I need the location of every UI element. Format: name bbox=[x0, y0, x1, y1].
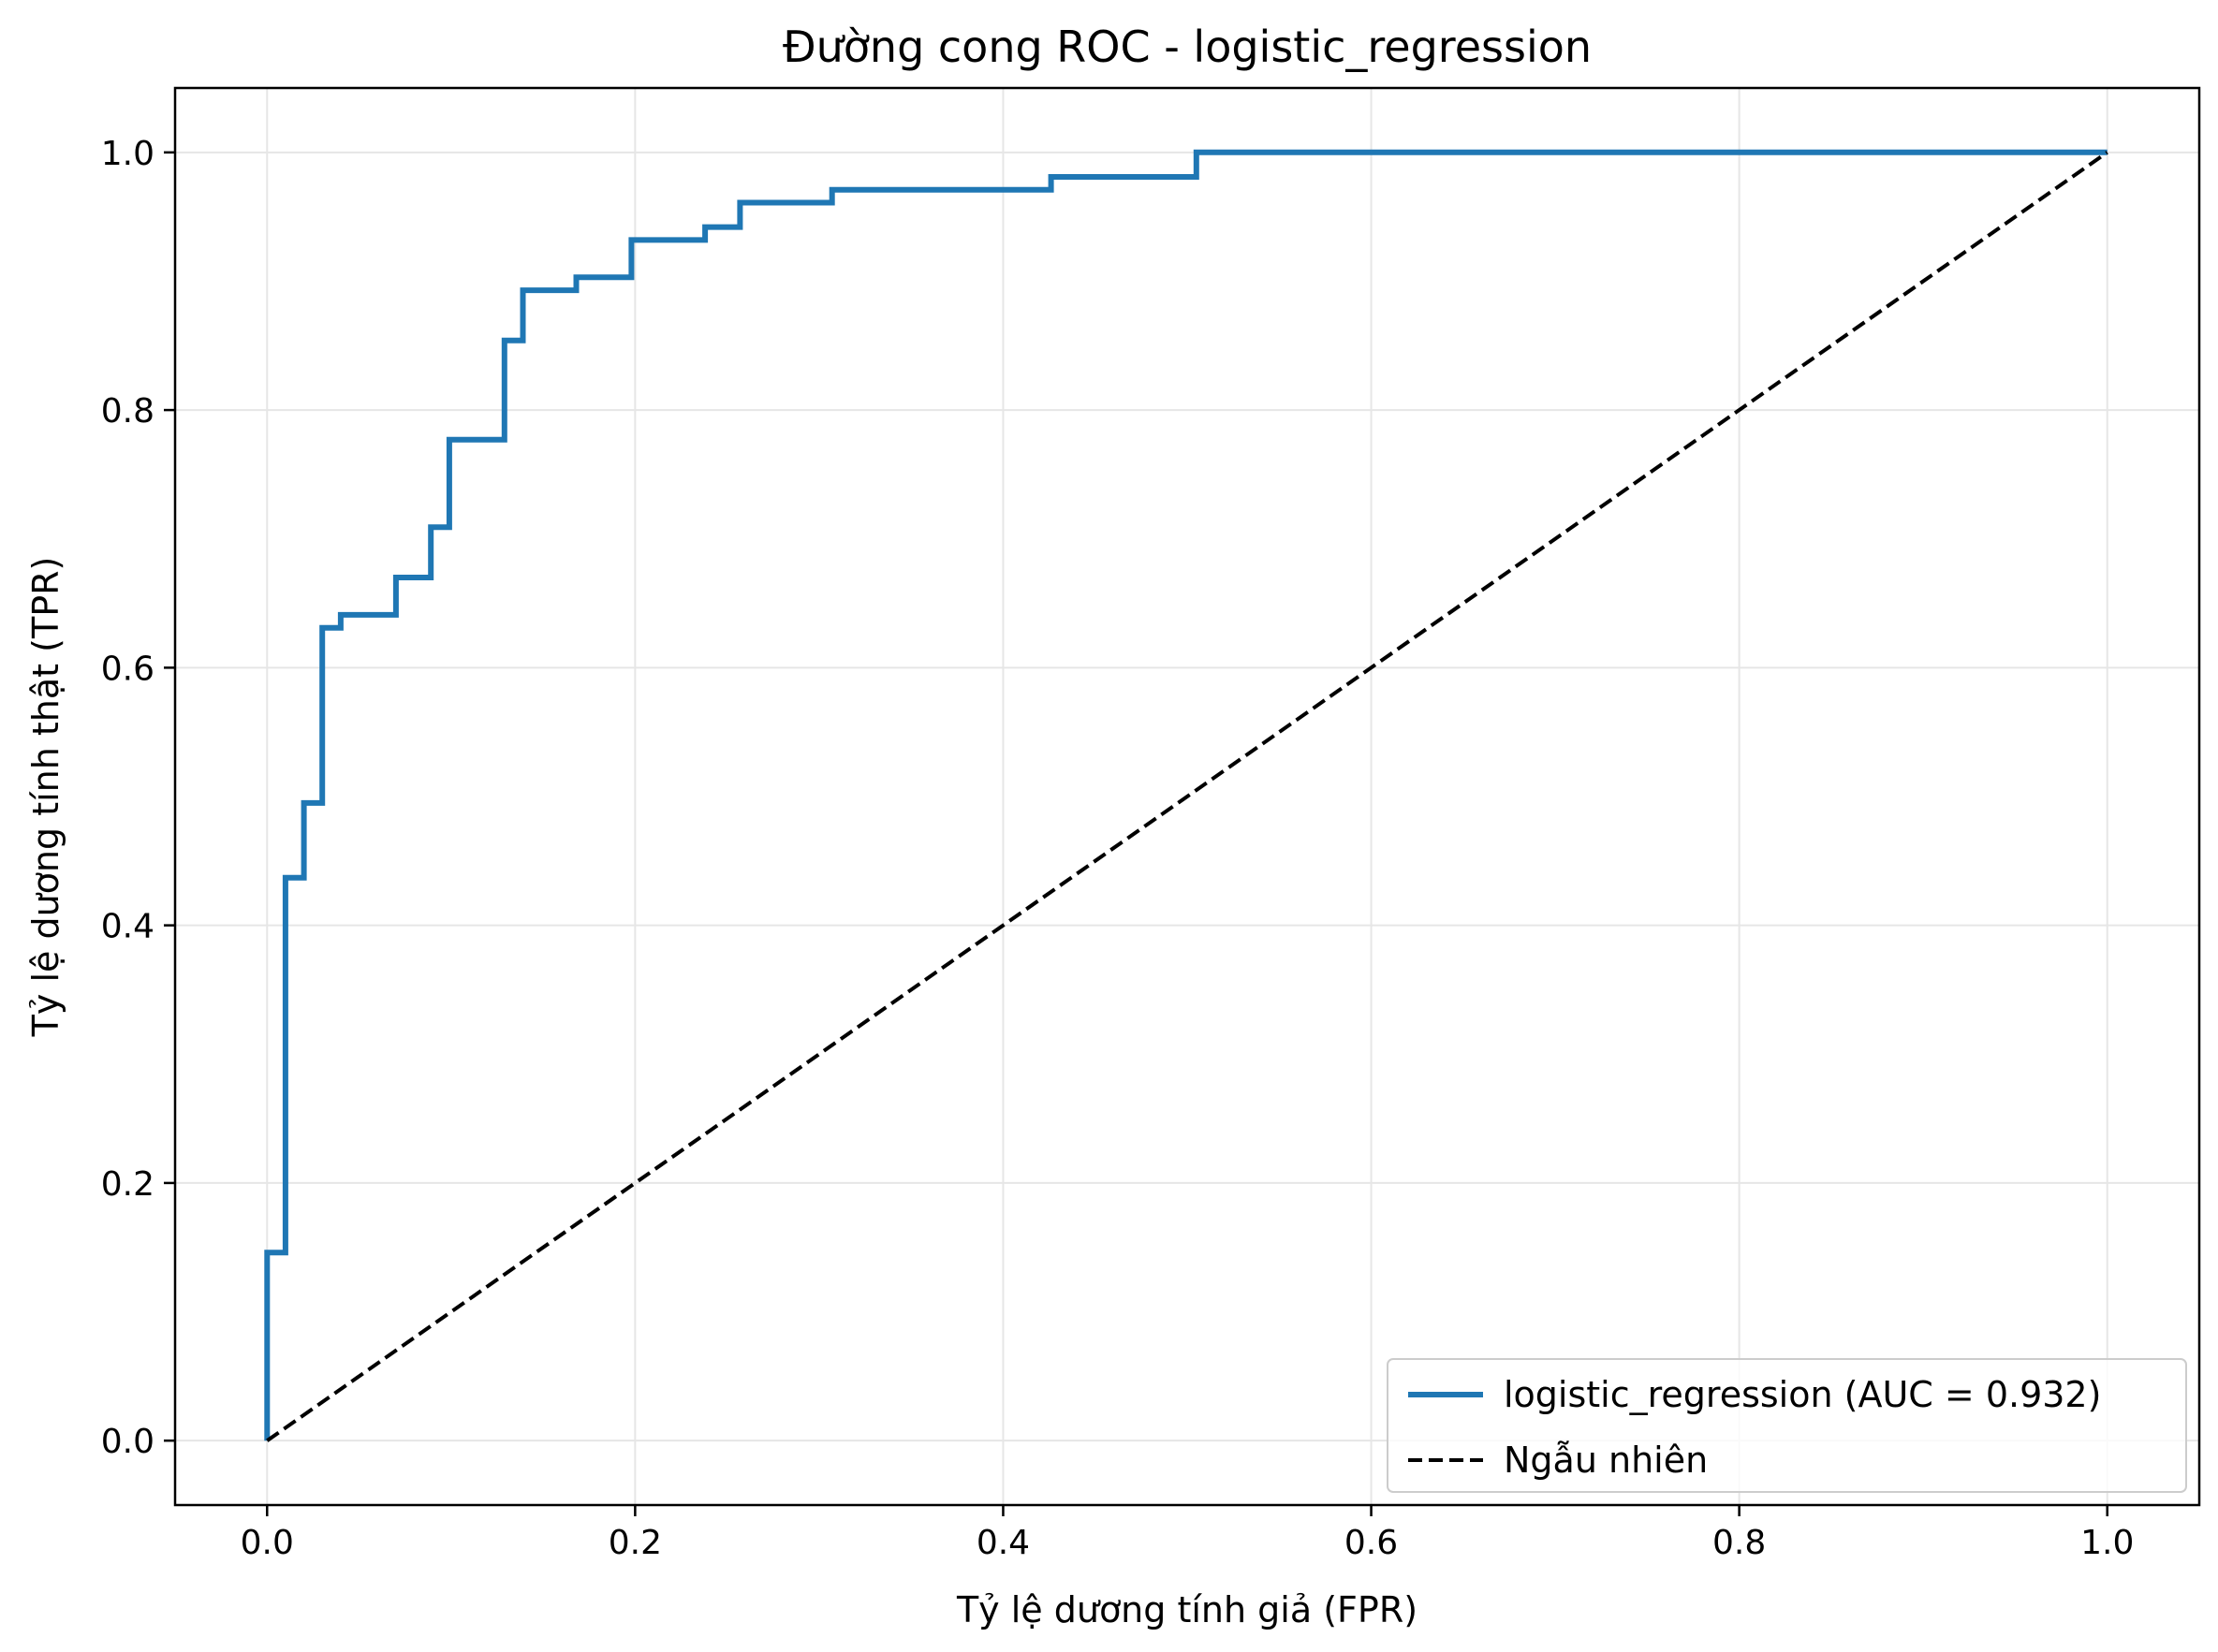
x-tick-label: 0.6 bbox=[1344, 1524, 1398, 1562]
x-tick-label: 0.4 bbox=[977, 1524, 1030, 1562]
axes-frame bbox=[173, 86, 2201, 1507]
y-tick-label: 0.8 bbox=[101, 392, 154, 431]
y-tick-label: 0.4 bbox=[101, 908, 154, 946]
legend: logistic_regression (AUC = 0.932) Ngẫu nh… bbox=[1387, 1358, 2187, 1493]
legend-roc-label: logistic_regression (AUC = 0.932) bbox=[1504, 1374, 2101, 1415]
y-tick-label: 1.0 bbox=[101, 135, 154, 173]
x-tick-label: 0.0 bbox=[241, 1524, 294, 1562]
roc-curve-line bbox=[264, 149, 2108, 1441]
grid bbox=[175, 88, 2199, 1505]
legend-box bbox=[1387, 1358, 2187, 1493]
y-axis-label: Tỷ lệ dương tính thật (TPR) bbox=[25, 557, 66, 1038]
legend-random-label: Ngẫu nhiên bbox=[1504, 1440, 1708, 1481]
x-tick-label: 0.8 bbox=[1712, 1524, 1766, 1562]
x-tick-label: 0.2 bbox=[609, 1524, 662, 1562]
y-tick-label: 0.2 bbox=[101, 1165, 154, 1204]
x-tick-label: 1.0 bbox=[2080, 1524, 2134, 1562]
chart-title: Đường cong ROC - logistic_regression bbox=[783, 22, 1592, 72]
y-tick-label: 0.0 bbox=[101, 1423, 154, 1461]
ticks: 0.0 0.2 0.4 0.6 0.8 1.0 0.0 0.2 0.4 0.6 0.8 1.0 bbox=[101, 135, 2135, 1562]
x-axis-label: Tỷ lệ dương tính giả (FPR) bbox=[956, 1589, 1417, 1630]
random-baseline-line bbox=[266, 151, 2108, 1442]
series-layer bbox=[264, 149, 2108, 1442]
y-tick-label: 0.6 bbox=[101, 650, 154, 688]
